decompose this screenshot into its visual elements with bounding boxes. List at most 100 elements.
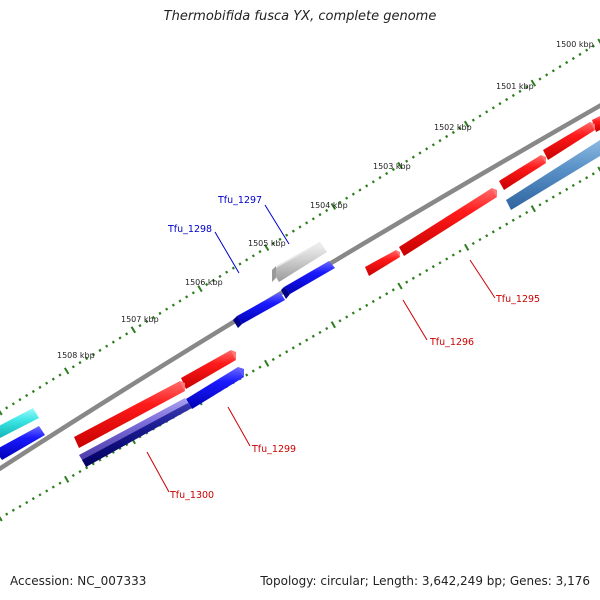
outer-tick-mark [191,291,195,295]
outer-tick-mark [31,389,35,394]
outer-tick-mark [485,110,489,114]
outer-tick-mark [138,324,142,328]
outer-tick-mark [463,120,470,128]
inner-tick-mark [271,357,275,362]
inner-tick-mark [11,508,15,512]
inner-tick-mark [264,359,270,367]
gene-label-tfu-1300[interactable]: Tfu_1300 [169,490,214,501]
inner-tick-mark [51,485,55,489]
outer-tick-mark [518,89,522,93]
outer-tick-mark [451,130,455,135]
gene-feature-red[interactable] [181,350,236,389]
inner-tick-mark [405,280,409,284]
inner-tick-mark [597,166,600,172]
gene-feature-gray[interactable] [272,242,327,282]
gene-feature-red[interactable] [399,188,497,256]
inner-tick-mark [338,319,342,323]
gene-feature-red[interactable] [499,155,546,190]
inner-tick-mark [345,315,349,319]
inner-tick-mark [85,466,89,470]
inner-tick-mark [0,516,3,522]
inner-tick-mark [525,210,529,215]
outer-tick-mark [591,44,595,48]
outer-tick-mark [358,188,362,192]
tick-label-1504: 1504 kbp [310,201,348,210]
inner-tick-mark [565,187,569,191]
gene-feature-blue[interactable] [0,426,45,460]
gene-feature-steel-blue[interactable] [506,140,600,210]
outer-tick-mark [225,270,229,274]
gene-feature-blue[interactable] [233,292,285,328]
inner-tick-mark [251,369,255,373]
inner-tick-mark [578,180,582,184]
outer-tick-mark [218,274,222,278]
outer-tick-mark [238,262,242,266]
inner-tick-mark [325,326,329,331]
inner-tick-mark [258,365,262,369]
outer-tick-mark [365,184,369,188]
outer-tick-mark [25,393,29,398]
outer-tick-mark [71,365,75,369]
gene-label-tfu-1297[interactable]: Tfu_1297 [217,195,262,206]
tick-labels: 1500 kbp 1501 kbp 1502 kbp 1503 kbp 1504… [57,40,594,360]
outer-tick-mark [271,241,275,246]
outer-tick-mark [338,200,342,204]
inner-tick-mark [18,504,22,508]
outer-tick-mark [431,143,435,147]
inner-tick-mark [451,253,455,257]
outer-tick-mark [351,192,355,196]
outer-tick-mark [525,85,529,89]
outer-tick-mark [545,73,549,77]
gene-feature-red[interactable] [74,381,185,448]
outer-tick-mark [105,344,109,348]
outer-tick-mark [51,377,55,381]
gene-feature-blue[interactable] [186,367,244,409]
gene-label-tfu-1295[interactable]: Tfu_1295 [495,294,540,305]
inner-tick-mark [5,512,9,516]
outer-tick-mark [158,311,162,315]
outer-tick-mark [111,340,115,344]
inner-tick-mark [538,203,542,207]
inner-tick-mark [298,342,302,346]
outer-tick-mark [471,118,475,122]
gene-label-tfu-1299[interactable]: Tfu_1299 [251,444,296,455]
inner-tick-mark [491,230,495,234]
inner-tick-mark [505,222,509,226]
inner-tick-mark [285,350,289,354]
inner-tick-mark [330,321,336,329]
inner-tick-mark [351,311,355,315]
gene-labels: Tfu_1295 Tfu_1296 Tfu_1297 Tfu_1298 Tfu_… [167,195,540,501]
gene-feature-navy[interactable] [82,403,192,467]
gene-feature-cyan[interactable] [0,408,39,438]
outer-tick-mark [505,97,509,102]
gene-feature-blue[interactable] [281,261,335,299]
outer-tick-mark [45,381,49,385]
tick-label-1508: 1508 kbp [57,351,95,360]
gene-label-tfu-1296[interactable]: Tfu_1296 [429,337,474,348]
inner-tick-mark [418,272,422,276]
outer-tick-mark [378,176,382,180]
outer-tick-mark [185,295,189,299]
outer-tick-mark [278,237,282,241]
tick-label-1505: 1505 kbp [248,239,286,248]
inner-tick-mark [371,299,375,304]
outer-tick-mark [91,352,95,357]
gene-label-tfu-1298[interactable]: Tfu_1298 [167,224,212,235]
gene-feature-red[interactable] [592,116,600,132]
inner-tick-mark [291,346,295,350]
outer-tick-ring [0,38,600,416]
inner-tick-mark [464,243,470,251]
outer-tick-mark [165,307,169,311]
outer-tick-mark [551,69,555,73]
inner-tick-mark [585,176,589,180]
outer-tick-mark [285,233,289,237]
gene-feature-red[interactable] [365,250,400,276]
inner-tick-mark [511,218,515,222]
inner-tick-mark [305,338,309,342]
inner-tick-mark [358,307,362,311]
gene-feature-red[interactable] [543,122,595,160]
inner-tick-mark [385,292,389,296]
inner-tick-ring [0,166,600,522]
tick-label-1506: 1506 kbp [185,278,223,287]
